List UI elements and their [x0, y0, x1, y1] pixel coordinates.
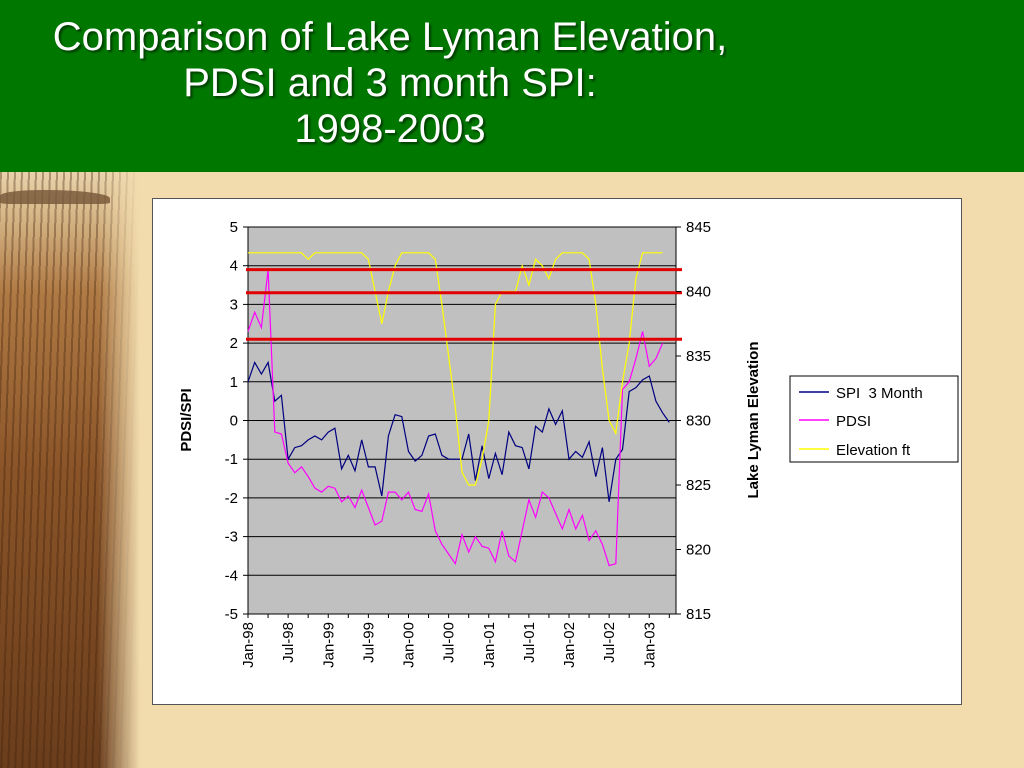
x-tick-label: Jan-00 [401, 622, 418, 668]
series-line-elevation [248, 252, 663, 486]
title-line-3: 1998-2003 [294, 107, 486, 151]
y-left-tick-label: 5 [230, 219, 238, 236]
slide-title: Comparison of Lake Lyman Elevation, PDSI… [0, 14, 780, 152]
axes: 5 4 3 2 1 0 -1 -2 -3 -4 -5 845 840 835 830 825 820 815 Jan… [225, 219, 711, 668]
y-right-tick-label: 845 [686, 219, 711, 236]
y-right-axis-label: Lake Lyman Elevation [745, 341, 762, 498]
x-tick-label: Jul-01 [521, 622, 538, 663]
chart-frame: 5 4 3 2 1 0 -1 -2 -3 -4 -5 845 840 835 830 825 820 815 Jan… [152, 198, 962, 705]
title-bar: Comparison of Lake Lyman Elevation, PDSI… [0, 0, 1024, 172]
y-right-tick-label: 835 [686, 348, 711, 365]
title-line-1: Comparison of Lake Lyman Elevation, [52, 15, 728, 59]
y-right-tick-label: 840 [686, 284, 711, 301]
y-left-axis-label: PDSI/SPI [178, 388, 195, 451]
legend-label-elevation: Elevation ft [836, 442, 911, 459]
y-left-tick-label: 2 [230, 335, 238, 352]
x-tick-label: Jan-01 [481, 622, 498, 668]
y-left-tick-label: 1 [230, 374, 238, 391]
y-right-tick-label: 830 [686, 413, 711, 430]
y-left-tick-label: -1 [225, 451, 238, 468]
x-tick-label: Jan-99 [320, 622, 337, 668]
y-left-tick-label: -4 [225, 567, 238, 584]
y-right-tick-label: 815 [686, 606, 711, 623]
y-left-tick-label: -5 [225, 606, 238, 623]
y-left-tick-label: -2 [225, 490, 238, 507]
photo-treeline [0, 190, 110, 204]
x-tick-label: Jan-03 [641, 622, 658, 668]
y-left-tick-label: 0 [230, 413, 238, 430]
y-left-tick-label: -3 [225, 529, 238, 546]
reference-lines [246, 268, 682, 341]
legend-label-spi: SPI 3 Month [836, 385, 923, 402]
y-right-tick-label: 825 [686, 477, 711, 494]
legend: SPI 3 Month PDSI Elevation ft [789, 375, 959, 463]
x-tick-label: Jan-98 [240, 622, 257, 668]
x-tick-label: Jul-98 [280, 622, 297, 663]
legend-label-pdsi: PDSI [836, 413, 871, 430]
x-tick-label: Jul-02 [601, 622, 618, 663]
series-line-pdsi [247, 269, 664, 567]
y-right-tick-label: 820 [686, 542, 711, 559]
title-line-2: PDSI and 3 month SPI: [183, 61, 597, 105]
line-chart: 5 4 3 2 1 0 -1 -2 -3 -4 -5 845 840 835 830 825 820 815 Jan… [178, 219, 959, 668]
wetland-photo [0, 172, 140, 768]
y-left-tick-label: 4 [230, 258, 238, 275]
series-line-spi [247, 360, 670, 502]
x-tick-label: Jul-00 [441, 622, 458, 663]
x-tick-label: Jan-02 [561, 622, 578, 668]
x-tick-label: Jul-99 [360, 622, 377, 663]
series-lines [247, 252, 670, 567]
y-left-tick-label: 3 [230, 296, 238, 313]
legend-box [789, 375, 959, 463]
